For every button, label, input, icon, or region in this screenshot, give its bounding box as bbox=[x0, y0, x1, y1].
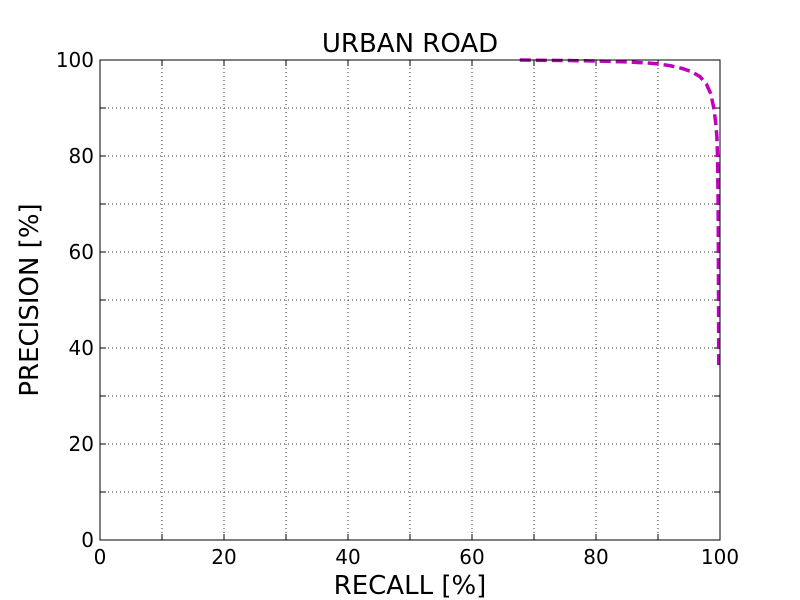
chart-title: URBAN ROAD bbox=[322, 29, 498, 59]
y-tick-label: 20 bbox=[69, 432, 94, 456]
x-tick-label: 60 bbox=[459, 545, 484, 569]
y-tick-label: 80 bbox=[69, 144, 94, 168]
x-tick-label: 100 bbox=[701, 545, 739, 569]
y-tick-label: 100 bbox=[56, 48, 94, 72]
y-tick-label: 60 bbox=[69, 240, 94, 264]
x-tick-label: 40 bbox=[335, 545, 360, 569]
y-axis-label: PRECISION [%] bbox=[15, 203, 45, 396]
x-tick-label: 0 bbox=[94, 545, 107, 569]
series-layer bbox=[519, 58, 721, 370]
x-tick-label: 20 bbox=[211, 545, 236, 569]
tick-labels: 0 20 40 60 80 100 0 20 40 60 80 100 bbox=[56, 48, 739, 569]
x-axis-label: RECALL [%] bbox=[334, 571, 487, 600]
plot-frame bbox=[99, 59, 721, 541]
y-tick-label: 40 bbox=[69, 336, 94, 360]
y-tick-label: 0 bbox=[81, 528, 94, 552]
precision-recall-curve bbox=[519, 58, 721, 370]
x-tick-label: 80 bbox=[583, 545, 608, 569]
grid-lines bbox=[100, 60, 720, 540]
